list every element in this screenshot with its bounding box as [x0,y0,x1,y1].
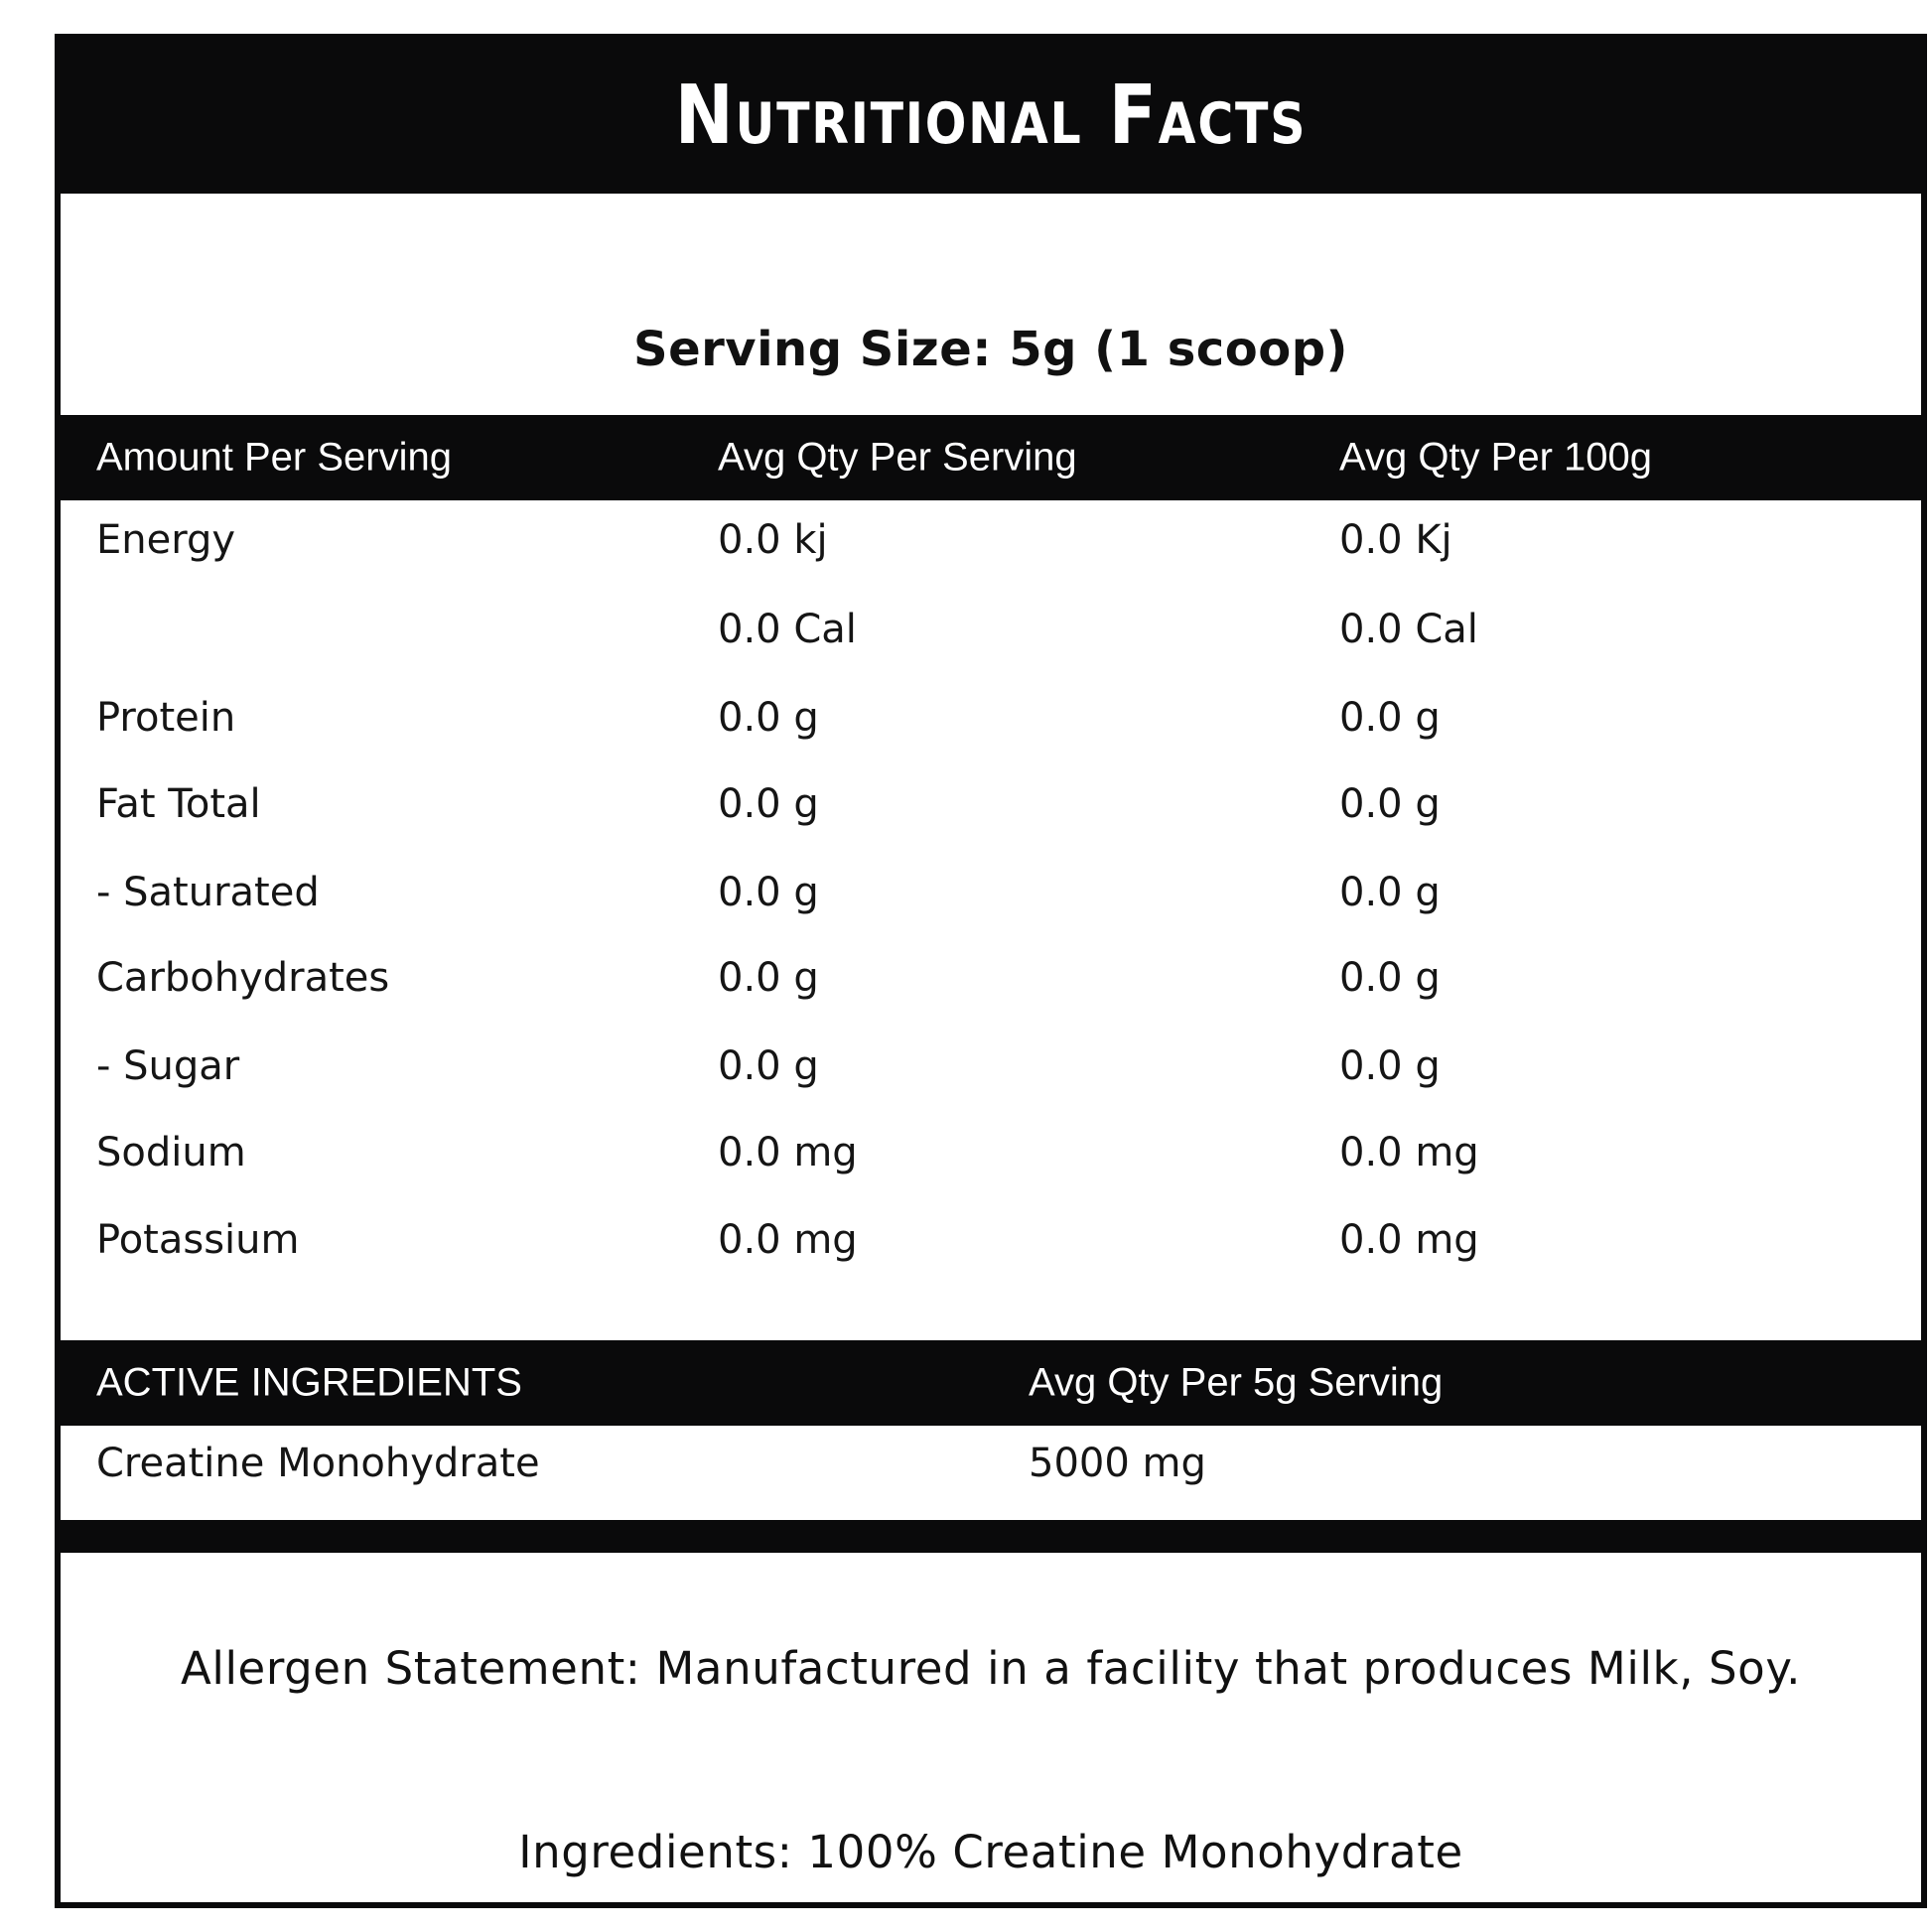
nutrient-per-serving: 0.0 g [718,870,819,915]
nutrient-name: Carbohydrates [96,955,390,1001]
header-avg-qty-per-5g-serving: Avg Qty Per 5g Serving [1029,1360,1444,1405]
table-row: Creatine Monohydrate 5000 mg [61,1424,1921,1503]
table-row: Potassium 0.0 mg 0.0 mg [61,1200,1921,1280]
header-active-ingredients: ACTIVE INGREDIENTS [96,1360,522,1405]
nutrient-per-serving: 0.0 g [718,781,819,827]
table-row: Carbohydrates 0.0 g 0.0 g [61,938,1921,1018]
ingredients-statement: Ingredients: 100% Creatine Monohydrate [518,1826,1463,1878]
table-row: - Sugar 0.0 g 0.0 g [61,1027,1921,1106]
nutrient-per-serving: 0.0 g [718,695,819,741]
serving-size: Serving Size: 5g (1 scoop) [633,322,1348,377]
table-row: Sodium 0.0 mg 0.0 mg [61,1113,1921,1192]
nutrient-per-serving: 0.0 mg [718,1130,858,1175]
table-row: Protein 0.0 g 0.0 g [61,678,1921,758]
nutrient-name: - Sugar [96,1043,240,1089]
nutrient-per-serving: 0.0 g [718,1043,819,1089]
nutrient-per-serving: 0.0 mg [718,1217,858,1263]
nutrient-name: Fat Total [96,781,261,827]
active-ingredient-amount: 5000 mg [1029,1441,1206,1486]
allergen-statement: Allergen Statement: Manufactured in a fa… [180,1642,1802,1695]
nutrient-per-100g: 0.0 g [1339,1043,1441,1089]
nutrient-per-100g: 0.0 mg [1339,1130,1479,1175]
nutrient-per-100g: 0.0 g [1339,695,1441,741]
nutrient-name: - Saturated [96,870,320,915]
nutrient-name: Sodium [96,1130,246,1175]
section-divider [61,1520,1921,1553]
header-amount-per-serving: Amount Per Serving [96,435,452,480]
header-avg-qty-per-serving: Avg Qty Per Serving [718,435,1077,480]
table-row: 0.0 Cal 0.0 Cal [61,590,1921,669]
table-row: Fat Total 0.0 g 0.0 g [61,764,1921,844]
nutrient-per-100g: 0.0 Cal [1339,607,1478,652]
nutrient-name: Protein [96,695,236,741]
nutrient-per-100g: 0.0 g [1339,781,1441,827]
table-row: - Saturated 0.0 g 0.0 g [61,853,1921,932]
nutrient-name: Potassium [96,1217,300,1263]
nutrient-per-serving: 0.0 g [718,955,819,1001]
nutrient-name: Energy [96,517,236,563]
nutrient-per-100g: 0.0 mg [1339,1217,1479,1263]
nutrient-per-serving: 0.0 kj [718,517,828,563]
title-bar: Nutritional Facts [55,34,1927,194]
page-title: Nutritional Facts [674,69,1308,163]
active-ingredient-name: Creatine Monohydrate [96,1441,540,1486]
nutrient-per-100g: 0.0 g [1339,955,1441,1001]
header-avg-qty-per-100g: Avg Qty Per 100g [1339,435,1652,480]
table-row: Energy 0.0 kj 0.0 Kj [61,500,1921,580]
nutrient-per-100g: 0.0 Kj [1339,517,1452,563]
nutrition-panel: Nutritional Facts Serving Size: 5g (1 sc… [55,34,1927,1908]
nutrient-per-100g: 0.0 g [1339,870,1441,915]
nutrient-per-serving: 0.0 Cal [718,607,857,652]
table-header: Amount Per Serving Avg Qty Per Serving A… [61,415,1921,500]
active-ingredients-header: ACTIVE INGREDIENTS Avg Qty Per 5g Servin… [61,1340,1921,1426]
